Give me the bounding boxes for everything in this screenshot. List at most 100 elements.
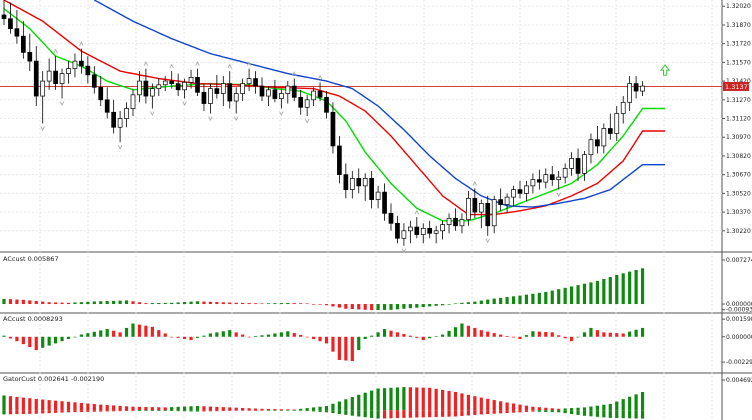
bull-candle [588,139,594,156]
mid-ma-line [3,0,666,216]
accust2-bar [228,330,232,337]
accust2-bar [170,336,174,338]
bear-candle [356,178,362,187]
gator-lower-bar [434,410,438,418]
accust-bar [408,304,412,309]
gator-upper-bar [357,394,361,411]
fractal-down-marker [59,101,65,107]
fractal-up-marker [472,180,478,186]
gator-upper-bar [479,397,483,411]
gator-upper-bar [112,405,116,411]
gator-lower-bar [34,410,38,414]
accust-bar [47,302,51,305]
accust2-bar [247,336,251,338]
accust2-bar [511,336,516,338]
accust-bar [2,298,6,305]
accust-bar [615,274,619,305]
accust-bar [318,304,322,305]
gator-lower-bar [208,410,212,412]
accust2-bar [105,329,109,337]
bull-candle [420,227,426,235]
accust-bar [195,301,200,305]
accust-bar [292,303,296,305]
gator-lower-bar [570,410,574,415]
y-tick-label: 1.31120 [726,116,751,123]
bear-candle [536,179,542,183]
gator-upper-bar [8,396,13,411]
gator-upper-bar [266,408,271,411]
bull-candle [311,90,316,101]
gator-lower-bar [312,410,316,412]
fractal-up-marker [143,61,149,66]
bull-candle [401,230,407,239]
gatorcust-tick-label: 0.004692 [726,377,752,384]
accust2-bar [66,336,71,339]
gator-lower-bar [582,410,587,416]
slow-ma-line [93,0,666,208]
bull-candle [150,88,155,97]
gator-upper-bar [350,397,354,411]
accust-bar [21,299,25,305]
gator-lower-bar [273,410,277,411]
bull-candle [433,230,439,234]
gator-upper-bar [279,409,283,411]
bear-candle [143,80,149,97]
gator-upper-bar [144,406,148,411]
bear-candle [317,90,323,98]
accust-bar [241,302,245,305]
gator-upper-bar [60,401,64,411]
bull-candle [530,179,536,187]
bear-candle [272,89,278,99]
bull-candle [46,70,52,82]
accust2-bar [99,330,103,337]
current-price-label: 1.31377 [725,83,752,91]
gator-upper-bar [557,408,561,411]
accust-bar [382,304,387,310]
gator-upper-bar [253,408,258,411]
gator-upper-bar [137,406,142,411]
bear-candle [337,145,342,176]
y-tick-label: 1.31570 [726,59,751,66]
accust-bar [621,273,625,305]
accust-bar [163,302,167,305]
accust-bar [324,304,329,306]
current-price-tag [723,81,749,91]
bear-candle [14,28,20,37]
accust-bar [524,294,529,305]
bear-candle [259,85,265,97]
accust-bar [628,271,632,305]
bull-candle [162,80,168,86]
gator-lower-bar [511,410,516,413]
accust-bar [299,303,303,305]
bear-candle [1,14,7,20]
bull-candle [511,189,516,198]
bear-candle [607,128,613,134]
bull-candle [72,60,78,69]
gator-lower-bar [376,410,380,419]
accust-bar [421,304,425,308]
gator-lower-bar [453,410,458,417]
accust2-tick-label: 0.0015983 [726,316,752,323]
bull-candle [556,176,562,180]
gator-lower-bar [370,410,374,418]
gator-lower-bar [602,410,606,418]
accust-bar [150,303,154,305]
gator-upper-bar [447,390,451,411]
bear-candle [498,199,503,205]
bear-candle [472,198,478,213]
gatorcust-pane-label: GatorCust 0.002641 -0.002190 [3,375,104,383]
accust-bar [570,286,574,305]
accust2-bar [157,330,161,337]
price-pane[interactable] [0,0,722,254]
fractal-up-marker [195,61,200,66]
gator-lower-bar [292,410,296,411]
bear-candle [111,111,117,128]
gator-lower-bar [634,410,638,419]
gator-upper-bar [34,399,38,411]
gator-lower-bar [86,410,90,412]
accust2-bar [312,336,316,339]
fractal-up-marker [414,209,420,215]
accust-bar [634,269,638,305]
gator-lower-bar [170,410,174,412]
